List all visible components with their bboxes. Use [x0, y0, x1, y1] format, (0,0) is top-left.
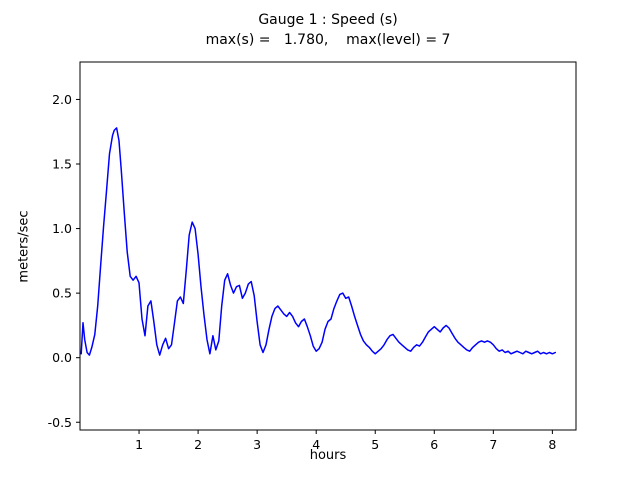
y-tick-label: 0.5: [52, 286, 72, 301]
axes-frame: [79, 61, 577, 431]
speed-line: [80, 127, 557, 356]
x-tick-label: 1: [135, 437, 143, 452]
y-tick-label: 0.0: [52, 350, 72, 365]
y-tick-label: 1.5: [52, 157, 72, 172]
x-tick-label: 2: [194, 437, 202, 452]
chart-title-block: Gauge 1 : Speed (s) max(s) = 1.780, max(…: [80, 10, 576, 50]
x-tick-label: 7: [489, 437, 497, 452]
chart-title: Gauge 1 : Speed (s): [258, 12, 398, 28]
x-tick-label: 8: [548, 437, 556, 452]
y-tick-label: 2.0: [52, 92, 72, 107]
y-tick-label: 1.0: [52, 221, 72, 236]
x-tick-label: 4: [312, 437, 320, 452]
y-tick-label: -0.5: [48, 415, 72, 430]
x-tick-label: 6: [430, 437, 438, 452]
x-axis-label: hours: [309, 448, 347, 463]
x-tick-label: 5: [371, 437, 379, 452]
x-tick-label: 3: [253, 437, 261, 452]
chart-subtitle: max(s) = 1.780, max(level) = 7: [205, 32, 451, 48]
